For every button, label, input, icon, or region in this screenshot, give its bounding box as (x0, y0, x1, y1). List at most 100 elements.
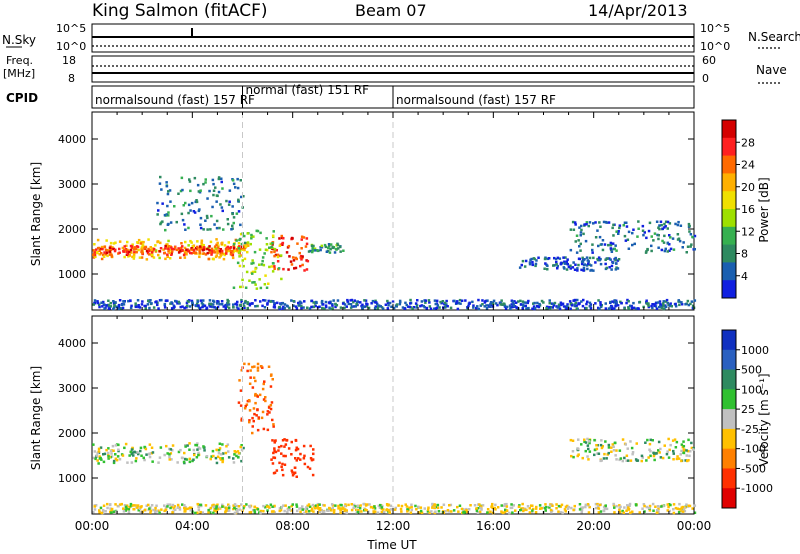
velocity-echo-cell (184, 445, 187, 448)
power-echo-cell (323, 307, 326, 310)
power-echo-cell (387, 304, 390, 307)
power-echo-cell (424, 301, 427, 304)
power-echo-cell (111, 246, 114, 249)
power-echo-cell (152, 247, 156, 251)
power-echo-cell (107, 249, 110, 252)
velocity-echo-cell (197, 453, 200, 457)
velocity-echo-cell (635, 442, 638, 445)
velocity-echo-cell (364, 508, 367, 511)
power-echo-cell (188, 180, 192, 183)
power-echo-cell (205, 306, 209, 309)
velocity-echo-cell (199, 503, 203, 507)
power-echo-cell (167, 247, 170, 251)
power-echo-cell (263, 252, 266, 255)
velocity-echo-cell (92, 443, 95, 446)
velocity-echo-cell (559, 511, 563, 514)
velocity-echo-cell (267, 406, 271, 409)
power-echo-cell (140, 240, 143, 244)
power-echo-cell (379, 305, 382, 308)
velocity-echo-cell (131, 504, 134, 507)
velocity-echo-cell (197, 503, 201, 507)
y-tick-label: 4000 (58, 133, 86, 146)
power-echo-cell (195, 304, 198, 308)
power-echo-cell (611, 261, 615, 264)
power-echo-cell (226, 298, 229, 302)
power-echo-cell (689, 245, 692, 248)
power-echo-cell (622, 224, 625, 227)
velocity-panel-frame (91, 315, 695, 515)
power-echo-cell (656, 301, 660, 304)
velocity-echo-cell (672, 503, 676, 506)
velocity-echo-cell (281, 468, 284, 472)
power-echo-cell (265, 243, 269, 246)
velocity-echo-cell (653, 458, 656, 462)
velocity-echo-cell (600, 446, 604, 450)
velocity-echo-cell (307, 510, 311, 513)
power-echo-cell (134, 305, 138, 309)
power-echo-cell (464, 299, 467, 302)
velocity-echo-cell (586, 444, 590, 447)
power-echo-cell (630, 304, 633, 308)
x-axis-label: Time UT (366, 538, 417, 552)
velocity-echo-cell (380, 507, 384, 510)
velocity-echo-cell (476, 511, 480, 514)
power-echo-cell (301, 263, 304, 267)
power-echo-cell (331, 307, 334, 310)
colorbar-swatch (722, 369, 736, 390)
power-echo-cell (662, 304, 665, 307)
velocity-echo-cell (654, 505, 657, 508)
velocity-echo-cell (290, 469, 294, 472)
power-echo-cell (259, 300, 262, 303)
power-echo-cell (244, 299, 247, 303)
velocity-echo-cell (679, 453, 682, 456)
power-echo-cell (388, 301, 392, 305)
velocity-echo-cell (117, 443, 120, 447)
velocity-echo-cell (240, 503, 243, 506)
power-echo-cell (140, 246, 144, 249)
velocity-echo-cell (466, 510, 469, 514)
velocity-echo-cell (242, 506, 245, 510)
power-echo-cell (293, 267, 296, 270)
power-echo-cell (136, 299, 140, 302)
velocity-echo-cell (569, 438, 573, 442)
velocity-echo-cell (183, 504, 186, 507)
power-echo-cell (573, 299, 576, 302)
power-echo-cell (677, 299, 680, 302)
power-echo-cell (273, 250, 276, 253)
power-echo-cell (207, 246, 210, 249)
velocity-echo-cell (249, 510, 253, 514)
power-echo-cell (220, 300, 224, 303)
power-echo-cell (414, 302, 418, 305)
velocity-echo-cell (184, 510, 187, 513)
power-echo-cell (571, 220, 575, 224)
power-echo-cell (200, 246, 203, 250)
velocity-echo-cell (283, 463, 287, 466)
velocity-echo-cell (158, 511, 161, 514)
power-echo-cell (239, 223, 242, 227)
velocity-echo-cell (628, 504, 631, 507)
velocity-echo-cell (154, 509, 157, 512)
velocity-echo-cell (180, 456, 184, 459)
power-echo-cell (555, 260, 558, 264)
power-echo-cell (105, 251, 109, 255)
velocity-echo-cell (584, 441, 588, 444)
velocity-echo-cell (647, 456, 650, 459)
power-echo-cell (342, 249, 345, 252)
power-echo-cell (186, 304, 189, 307)
power-echo-cell (249, 242, 252, 246)
velocity-echo-cell (277, 445, 281, 449)
velocity-echo-cell (117, 505, 120, 508)
velocity-echo-cell (215, 448, 218, 452)
power-echo-cell (236, 186, 240, 190)
power-echo-cell (339, 250, 342, 253)
velocity-echo-cell (97, 462, 100, 465)
power-echo-cell (308, 307, 312, 310)
power-echo-cell (569, 248, 573, 252)
power-echo-cell (637, 220, 640, 223)
velocity-echo-cell (656, 511, 659, 514)
nave-tick-top: 60 (702, 54, 716, 67)
velocity-echo-cell (577, 453, 580, 456)
velocity-echo-cell (216, 507, 220, 511)
velocity-echo-cell (157, 509, 160, 512)
